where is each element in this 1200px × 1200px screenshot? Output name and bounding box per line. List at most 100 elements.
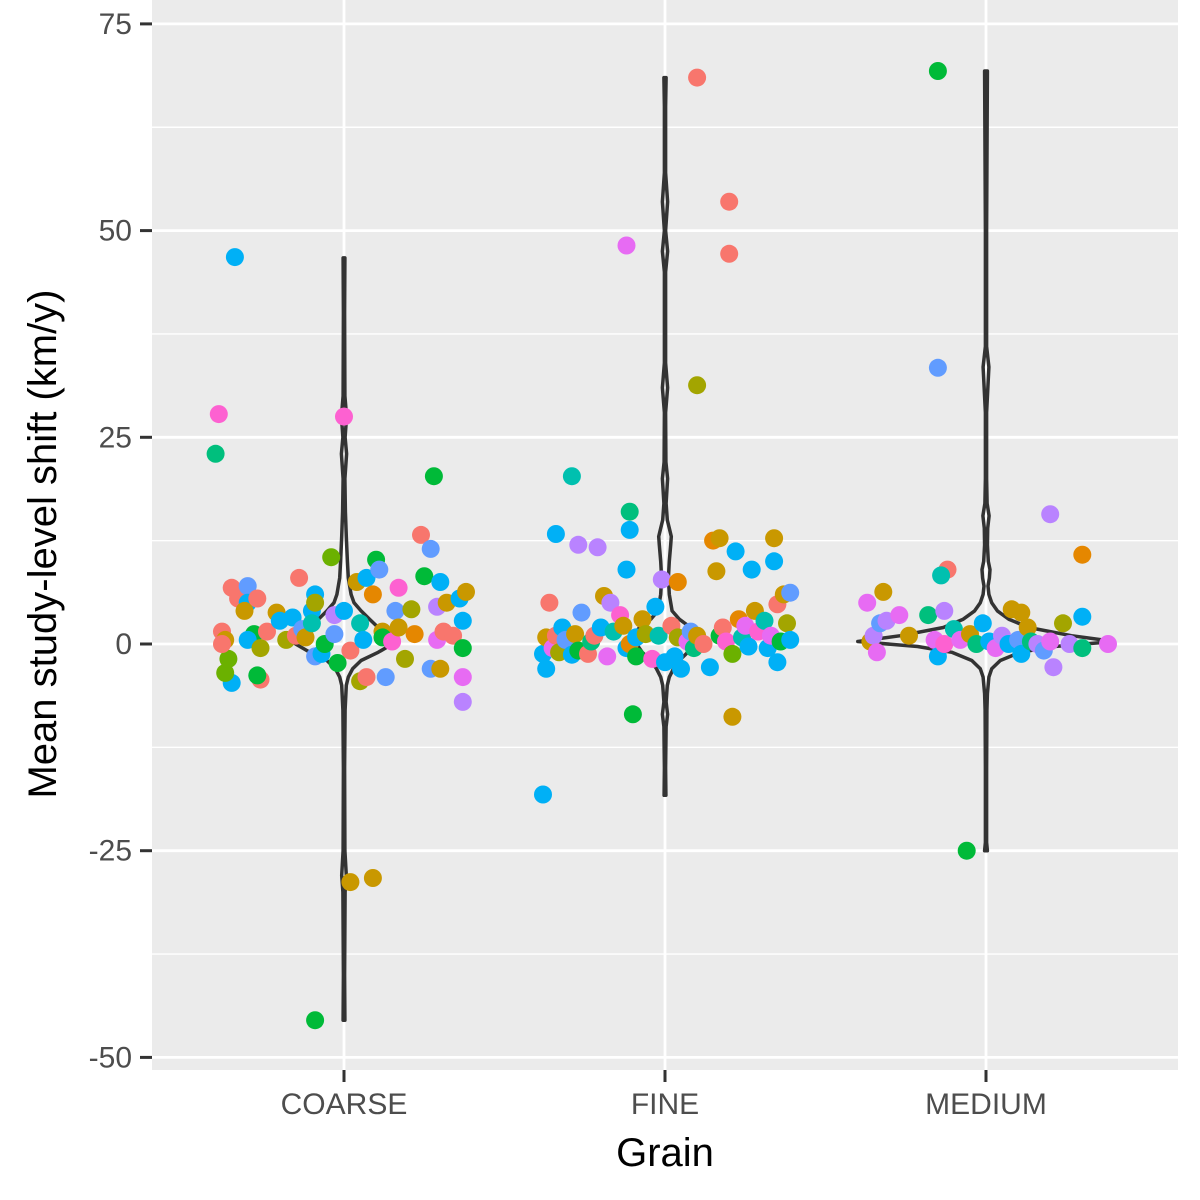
data-point	[376, 668, 395, 687]
data-point	[700, 658, 719, 677]
data-point	[453, 692, 472, 711]
data-point	[932, 566, 951, 585]
data-point	[534, 785, 552, 804]
data-point	[540, 593, 559, 612]
x-tick-label: COARSE	[281, 1088, 408, 1121]
data-point	[206, 444, 225, 463]
data-point	[1099, 635, 1117, 653]
data-point	[614, 616, 633, 635]
data-point	[389, 618, 408, 637]
data-point	[415, 567, 434, 586]
data-point	[694, 635, 713, 653]
data-point	[627, 647, 646, 666]
data-point	[537, 659, 556, 678]
data-point	[928, 62, 947, 80]
data-point	[302, 614, 321, 633]
data-point	[1018, 618, 1037, 637]
data-point	[778, 614, 796, 633]
data-point	[424, 467, 443, 486]
data-point	[225, 248, 244, 267]
data-point	[623, 705, 642, 724]
data-point	[1054, 614, 1072, 633]
jitter-points	[206, 62, 1117, 1030]
data-point	[900, 626, 918, 645]
data-point	[389, 578, 408, 597]
data-point	[633, 610, 652, 629]
data-point	[1044, 658, 1063, 677]
data-point	[562, 467, 581, 486]
data-point	[781, 583, 800, 602]
data-point	[739, 637, 758, 656]
data-point	[723, 644, 742, 663]
data-point	[919, 606, 938, 625]
data-point	[1041, 632, 1060, 651]
data-point	[569, 535, 588, 554]
data-point	[620, 520, 639, 539]
data-point	[668, 573, 687, 591]
y-tick-label: 0	[115, 628, 132, 661]
data-point	[290, 568, 309, 587]
data-point	[322, 548, 341, 567]
data-point	[386, 601, 405, 620]
y-tick-label: 75	[99, 8, 132, 41]
data-point	[335, 601, 353, 620]
data-point	[781, 630, 800, 649]
data-point	[973, 614, 992, 633]
data-point	[1012, 644, 1031, 663]
data-point	[396, 649, 414, 668]
data-point	[341, 641, 360, 660]
data-point	[874, 582, 893, 601]
y-tick-label: 50	[99, 215, 132, 248]
data-point	[928, 358, 947, 377]
data-point	[688, 376, 707, 395]
x-tick-label: MEDIUM	[925, 1088, 1047, 1121]
x-axis: COARSE FINE MEDIUM	[281, 1070, 1047, 1121]
data-point	[649, 626, 668, 645]
data-point	[370, 560, 389, 579]
data-point	[248, 589, 267, 608]
data-point	[858, 593, 877, 612]
data-point	[335, 407, 353, 426]
y-tick-label: -25	[89, 835, 132, 868]
data-point	[572, 603, 591, 622]
data-point	[219, 649, 238, 668]
data-point	[646, 597, 665, 616]
data-point	[1041, 505, 1060, 524]
data-point	[341, 873, 360, 892]
data-point	[935, 601, 954, 620]
data-point	[742, 560, 761, 579]
data-point	[213, 635, 231, 653]
data-point	[1012, 603, 1031, 622]
data-point	[431, 573, 450, 591]
y-axis-title: Mean study-level shift (km/y)	[21, 289, 65, 798]
data-point	[723, 707, 742, 726]
data-point	[726, 542, 745, 561]
data-point	[357, 668, 376, 687]
data-point	[357, 568, 376, 587]
data-point	[402, 600, 421, 619]
data-point	[890, 606, 909, 625]
data-point	[328, 654, 347, 672]
data-point	[1073, 639, 1092, 658]
data-point	[216, 663, 235, 682]
data-point	[412, 525, 430, 544]
data-point	[209, 405, 228, 424]
violin-medium	[856, 69, 1117, 853]
data-point	[617, 236, 636, 255]
data-point	[251, 639, 270, 658]
data-point	[351, 614, 370, 633]
data-point	[444, 626, 463, 645]
data-point	[710, 529, 729, 548]
data-point	[453, 611, 472, 630]
data-point	[765, 529, 784, 548]
data-point	[453, 668, 472, 687]
data-point	[935, 635, 954, 653]
data-point	[1073, 545, 1092, 564]
data-point	[617, 560, 636, 579]
x-axis-title: Grain	[616, 1131, 714, 1175]
data-point	[688, 68, 707, 87]
data-point	[707, 562, 726, 581]
data-point	[325, 625, 344, 644]
data-point	[957, 841, 976, 860]
data-point	[354, 630, 373, 649]
